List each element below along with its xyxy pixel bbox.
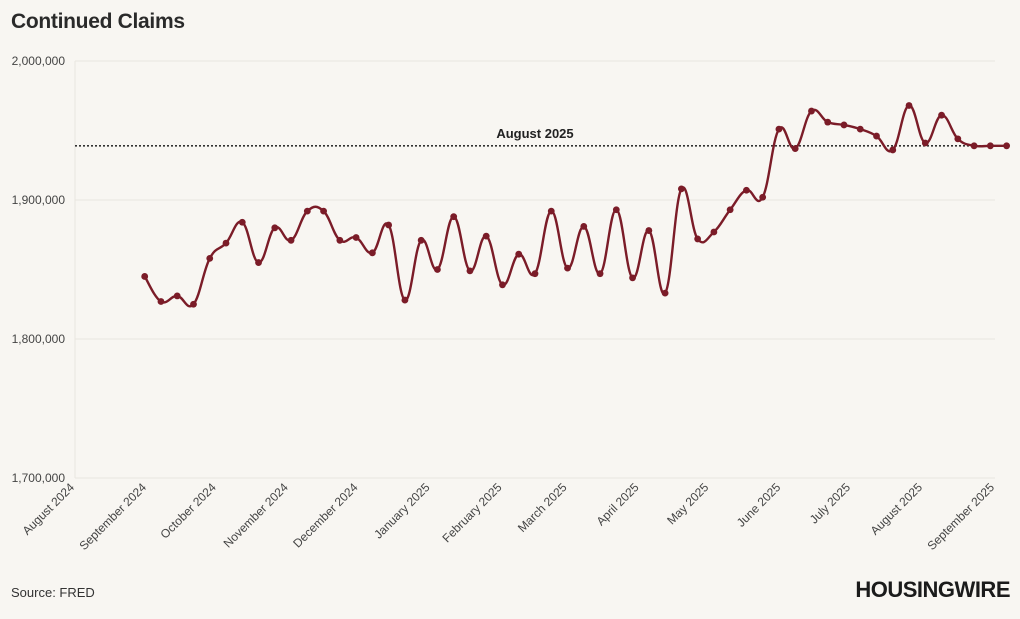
x-tick-label: May 2025 [664,480,711,527]
data-point [1003,142,1011,150]
data-point [677,185,685,193]
source-note: Source: FRED [11,585,95,600]
reference-layer: August 2025 [75,126,995,147]
x-tick-label: April 2025 [594,480,642,528]
data-point [368,249,376,257]
x-tick-label: June 2025 [734,480,784,530]
data-point [921,139,929,147]
x-tick-label: January 2025 [371,480,433,542]
y-tick-label: 1,800,000 [12,332,66,346]
data-point [938,111,945,119]
chart-title: Continued Claims [11,10,185,33]
data-point [222,239,230,247]
y-tick-label: 1,900,000 [12,193,66,207]
data-point [970,142,978,150]
data-point [417,236,425,244]
data-point [385,221,393,229]
data-point [515,250,523,258]
grid-layer [74,60,995,479]
data-point [856,125,864,133]
x-tick-label: November 2024 [221,480,292,551]
data-point [645,227,653,234]
housingwire-logo: HOUSINGWIRE [855,577,1010,602]
data-point [157,298,165,305]
data-point [840,121,848,129]
continued-claims-chart: August 2025 1,700,000 1,800,000 1,900,000 2… [12,54,1011,553]
x-tick-label: December 2024 [290,480,361,551]
data-point [629,274,636,282]
data-point [791,145,799,152]
x-tick-label: September 2024 [76,480,149,553]
data-point [255,259,262,266]
data-point [401,296,409,304]
x-tick-label: August 2025 [868,480,926,538]
data-point [206,254,214,262]
data-point [824,118,832,126]
y-axis-ticks: 1,700,000 1,800,000 1,900,000 2,000,000 [12,54,66,485]
series-layer [141,102,1011,308]
x-tick-label: July 2025 [807,480,853,526]
data-point [482,232,490,240]
data-point [726,206,734,214]
data-point [661,289,669,297]
data-point [873,132,880,140]
reference-line-label: August 2025 [496,126,573,141]
x-tick-label: September 2025 [924,480,997,553]
x-axis-ticks: August 2024 September 2024 October 2024 Nov… [20,480,998,553]
data-point [775,125,783,133]
data-point [905,102,913,109]
data-point [141,273,149,280]
data-point [320,207,327,215]
data-point [612,206,620,214]
data-point [499,281,506,289]
data-point [336,236,344,244]
data-point [287,236,295,244]
data-point [238,218,246,226]
y-tick-label: 2,000,000 [12,54,66,68]
data-point [580,223,588,230]
data-point [450,213,458,221]
data-point [710,228,718,236]
data-point [986,142,994,150]
data-point [271,224,279,232]
data-point [743,186,750,194]
data-point [694,235,702,243]
data-point [759,193,767,201]
x-tick-label: March 2025 [515,480,570,535]
data-point [596,270,604,278]
data-point [954,135,962,143]
data-point [547,207,555,215]
data-point [531,270,539,278]
data-point [190,300,197,308]
data-point [564,264,571,272]
x-tick-label: February 2025 [440,480,505,545]
data-point [352,234,360,241]
x-tick-label: August 2024 [20,480,78,538]
data-point [889,146,897,154]
data-point [303,207,311,215]
x-tick-label: October 2024 [158,480,220,542]
data-point [173,292,181,300]
data-point [466,267,474,275]
data-point [808,107,815,115]
data-point [434,266,441,273]
y-tick-label: 1,700,000 [12,471,66,485]
